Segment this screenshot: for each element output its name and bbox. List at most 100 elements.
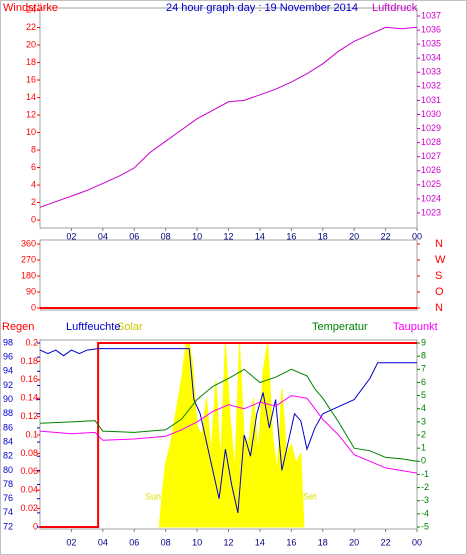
y-tick-label: 1032 — [421, 81, 441, 91]
x-tick-label: 20 — [349, 231, 359, 241]
line — [39, 395, 418, 474]
y-tick-label: -4 — [421, 508, 429, 518]
y-tick-label: 270 — [21, 254, 36, 264]
x-tick-label: 04 — [98, 537, 108, 547]
x-tick-label: 16 — [286, 537, 296, 547]
x-tick-label: 14 — [255, 537, 265, 547]
legend-label: Luftfeuchte — [66, 321, 120, 333]
y-tick-label: 0.14 — [20, 393, 38, 403]
y-tick-label: 1023 — [421, 207, 441, 217]
y-tick-label: 94 — [3, 366, 13, 376]
y-tick-label: 76 — [3, 493, 13, 503]
y-tick-label: 1035 — [421, 39, 441, 49]
y-tick-label: 86 — [3, 422, 13, 432]
y-tick-label: 88 — [3, 408, 13, 418]
x-tick-label: 02 — [66, 231, 76, 241]
y-tick-label: 24 — [26, 4, 36, 14]
y-tick-label: 1037 — [421, 10, 441, 20]
legend-label: Luftdruck — [372, 2, 418, 14]
y-tick-label: 0.16 — [20, 374, 38, 384]
y-tick-label: -1 — [421, 469, 429, 479]
x-tick-label: 06 — [129, 537, 139, 547]
x-tick-label: 10 — [192, 537, 202, 547]
y-tick-label: 0.08 — [20, 448, 38, 458]
x-tick-label: 02 — [66, 537, 76, 547]
x-tick-label: 12 — [223, 537, 233, 547]
y-tick-label: 1024 — [421, 193, 441, 203]
y-tick-label: 0.2 — [25, 337, 38, 347]
y-tick-label: 180 — [21, 270, 36, 280]
legend-label: Temperatur — [312, 321, 368, 333]
y-tick-label: 1030 — [421, 109, 441, 119]
y-tick-label: 80 — [3, 465, 13, 475]
y-tick-label: 16 — [26, 74, 36, 84]
line — [39, 348, 417, 514]
y-tick-label: 10 — [26, 127, 36, 137]
y-tick-label: 1034 — [421, 53, 441, 63]
legend-label: Regen — [2, 321, 34, 333]
y-tick-label: 0.1 — [25, 429, 38, 439]
y-tick-label: 92 — [3, 380, 13, 390]
y-tick-label: 96 — [3, 352, 13, 362]
y-tick-label: 98 — [3, 337, 13, 347]
y-tick-label: 4 — [31, 179, 36, 189]
x-tick-label: 14 — [255, 231, 265, 241]
y-tick-label: 0 — [421, 456, 426, 466]
y-tick-label: 5 — [421, 390, 426, 400]
y-tick-label: 360 — [21, 238, 36, 248]
y-tick-label: 8 — [31, 144, 36, 154]
area — [158, 342, 305, 528]
x-tick-label: 00 — [412, 231, 422, 241]
y-tick-label: 2 — [421, 429, 426, 439]
y-tick-label: 3 — [421, 416, 426, 426]
y-tick-label: 6 — [31, 162, 36, 172]
y-tick-label: S — [435, 270, 442, 282]
legend-label: Solar — [117, 321, 143, 333]
y-tick-label: 0.02 — [20, 503, 38, 513]
x-tick-label: 06 — [129, 231, 139, 241]
y-tick-label: 22 — [26, 22, 36, 32]
y-tick-label: 1025 — [421, 179, 441, 189]
y-tick-label: 78 — [3, 479, 13, 489]
y-tick-label: 90 — [3, 394, 13, 404]
y-tick-label: 0 — [33, 521, 38, 531]
x-tick-label: 04 — [98, 231, 108, 241]
y-tick-label: 82 — [3, 451, 13, 461]
x-tick-label: 08 — [161, 231, 171, 241]
x-tick-label: 08 — [161, 537, 171, 547]
y-tick-label: -5 — [421, 521, 429, 531]
y-tick-label: 1029 — [421, 123, 441, 133]
annotation: Set — [303, 491, 317, 501]
y-tick-label: 2 — [31, 197, 36, 207]
y-tick-label: 0 — [31, 214, 36, 224]
x-tick-label: 16 — [286, 231, 296, 241]
x-tick-label: 22 — [381, 537, 391, 547]
y-tick-label: 84 — [3, 436, 13, 446]
y-axis-label: Windstärke — [3, 2, 58, 14]
y-tick-label: 12 — [26, 109, 36, 119]
x-tick-label: 20 — [349, 537, 359, 547]
y-tick-label: N — [435, 302, 443, 314]
y-tick-label: W — [435, 254, 446, 266]
line — [39, 368, 418, 462]
annotation: Sun — [145, 491, 161, 501]
y-tick-label: 14 — [26, 92, 36, 102]
y-tick-label: 74 — [3, 507, 13, 517]
y-tick-label: 1027 — [421, 151, 441, 161]
y-tick-label: 7 — [421, 364, 426, 374]
y-tick-label: 1028 — [421, 137, 441, 147]
y-tick-label: 1033 — [421, 67, 441, 77]
y-tick-label: 1 — [421, 443, 426, 453]
y-tick-label: 1031 — [421, 95, 441, 105]
line — [39, 26, 418, 208]
y-tick-label: 6 — [421, 377, 426, 387]
y-tick-label: 4 — [421, 403, 426, 413]
x-tick-label: 00 — [412, 537, 422, 547]
y-tick-label: 1036 — [421, 24, 441, 34]
y-tick-label: N — [435, 238, 443, 250]
y-tick-label: 0.06 — [20, 466, 38, 476]
y-tick-label: 0.18 — [20, 356, 38, 366]
y-tick-label: 0.12 — [20, 411, 38, 421]
x-tick-label: 10 — [192, 231, 202, 241]
